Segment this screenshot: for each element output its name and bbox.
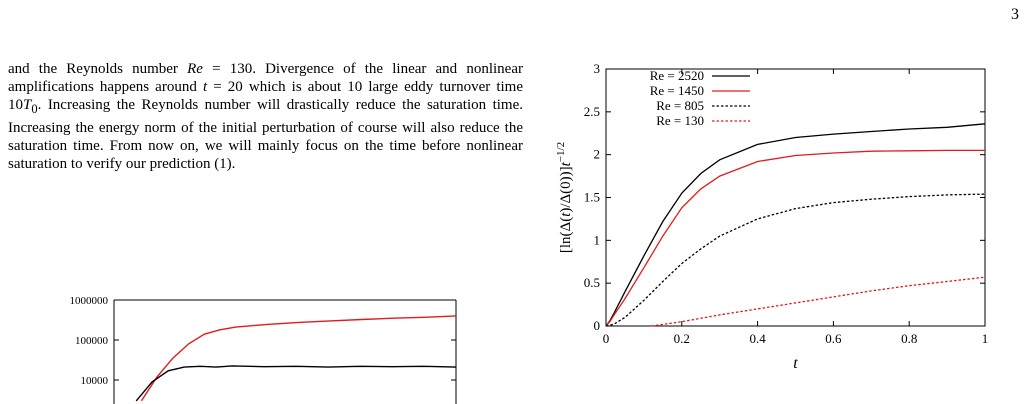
page-number: 3 [1011,6,1019,23]
x-tick-label: 0 [603,331,610,346]
y-axis-label: [ln(Δ(t)/Δ(0))]t−1/2 [555,142,574,253]
body-paragraph: and the Reynolds number Re = 130. Diverg… [8,60,523,173]
turnover-subscript: 0 [31,102,38,117]
x-tick-label: 1 [982,331,989,346]
main-plot: 0 0.2 0.4 0.6 0.8 100.511.522.53t[ln(Δ(t)/Δ(0… [555,61,989,372]
y-axis-label-part: [ln(Δ( [558,217,574,253]
y-tick-label: 3 [594,61,601,76]
x-tick-label: 0.6 [825,331,842,346]
y-tick-label: 0.5 [584,275,600,290]
legend-label-2: Re = 805 [656,98,704,113]
x-tick-label: 0.2 [674,331,690,346]
legend-label-0: Re = 2520 [650,68,704,83]
text-part-2: = 130. Divergence of the linear and nonl… [8,61,523,96]
series-line-0 [605,123,986,327]
text-part-4: . Increasing the Reynolds number will dr… [8,97,523,173]
legend-label-1: Re = 1450 [650,83,704,98]
time-symbol: t [202,79,208,96]
text-part-1: and the Reynolds number [8,61,188,77]
x-tick-label: 0.4 [749,331,766,346]
series-line-2 [605,193,986,327]
y-axis-label-part: t [558,161,574,166]
turnover-symbol: T [23,97,32,114]
y-tick-label: 1 [594,232,601,247]
inset-y-tick-label: 1000000 [70,295,109,307]
x-tick-label: 0.8 [901,331,917,346]
y-tick-label: 0 [594,318,601,333]
inset-series-line-0 [140,315,457,402]
text-part-3: = 20 which is about 10 large eddy turnov… [8,79,523,114]
y-tick-label: 2.5 [584,104,600,119]
y-axis-label-exponent: −1/2 [555,142,567,162]
reynolds-symbol: Re [187,61,203,77]
series-line-1 [605,149,985,327]
inset-y-tick-label: 10000 [81,375,109,387]
inset-series-line-1 [135,365,457,402]
y-axis-label-part: )/Δ(0))] [558,166,574,212]
y-tick-label: 1.5 [584,190,600,205]
x-axis-label: t [793,355,798,372]
legend-label-3: Re = 130 [656,113,704,128]
inset-y-tick-label: 100000 [75,335,109,347]
y-axis-label-part: t [558,212,574,217]
inset-plot: 1000000 100000 10000 [70,295,457,404]
series-line-3 [651,276,986,327]
y-tick-label: 2 [594,147,601,162]
